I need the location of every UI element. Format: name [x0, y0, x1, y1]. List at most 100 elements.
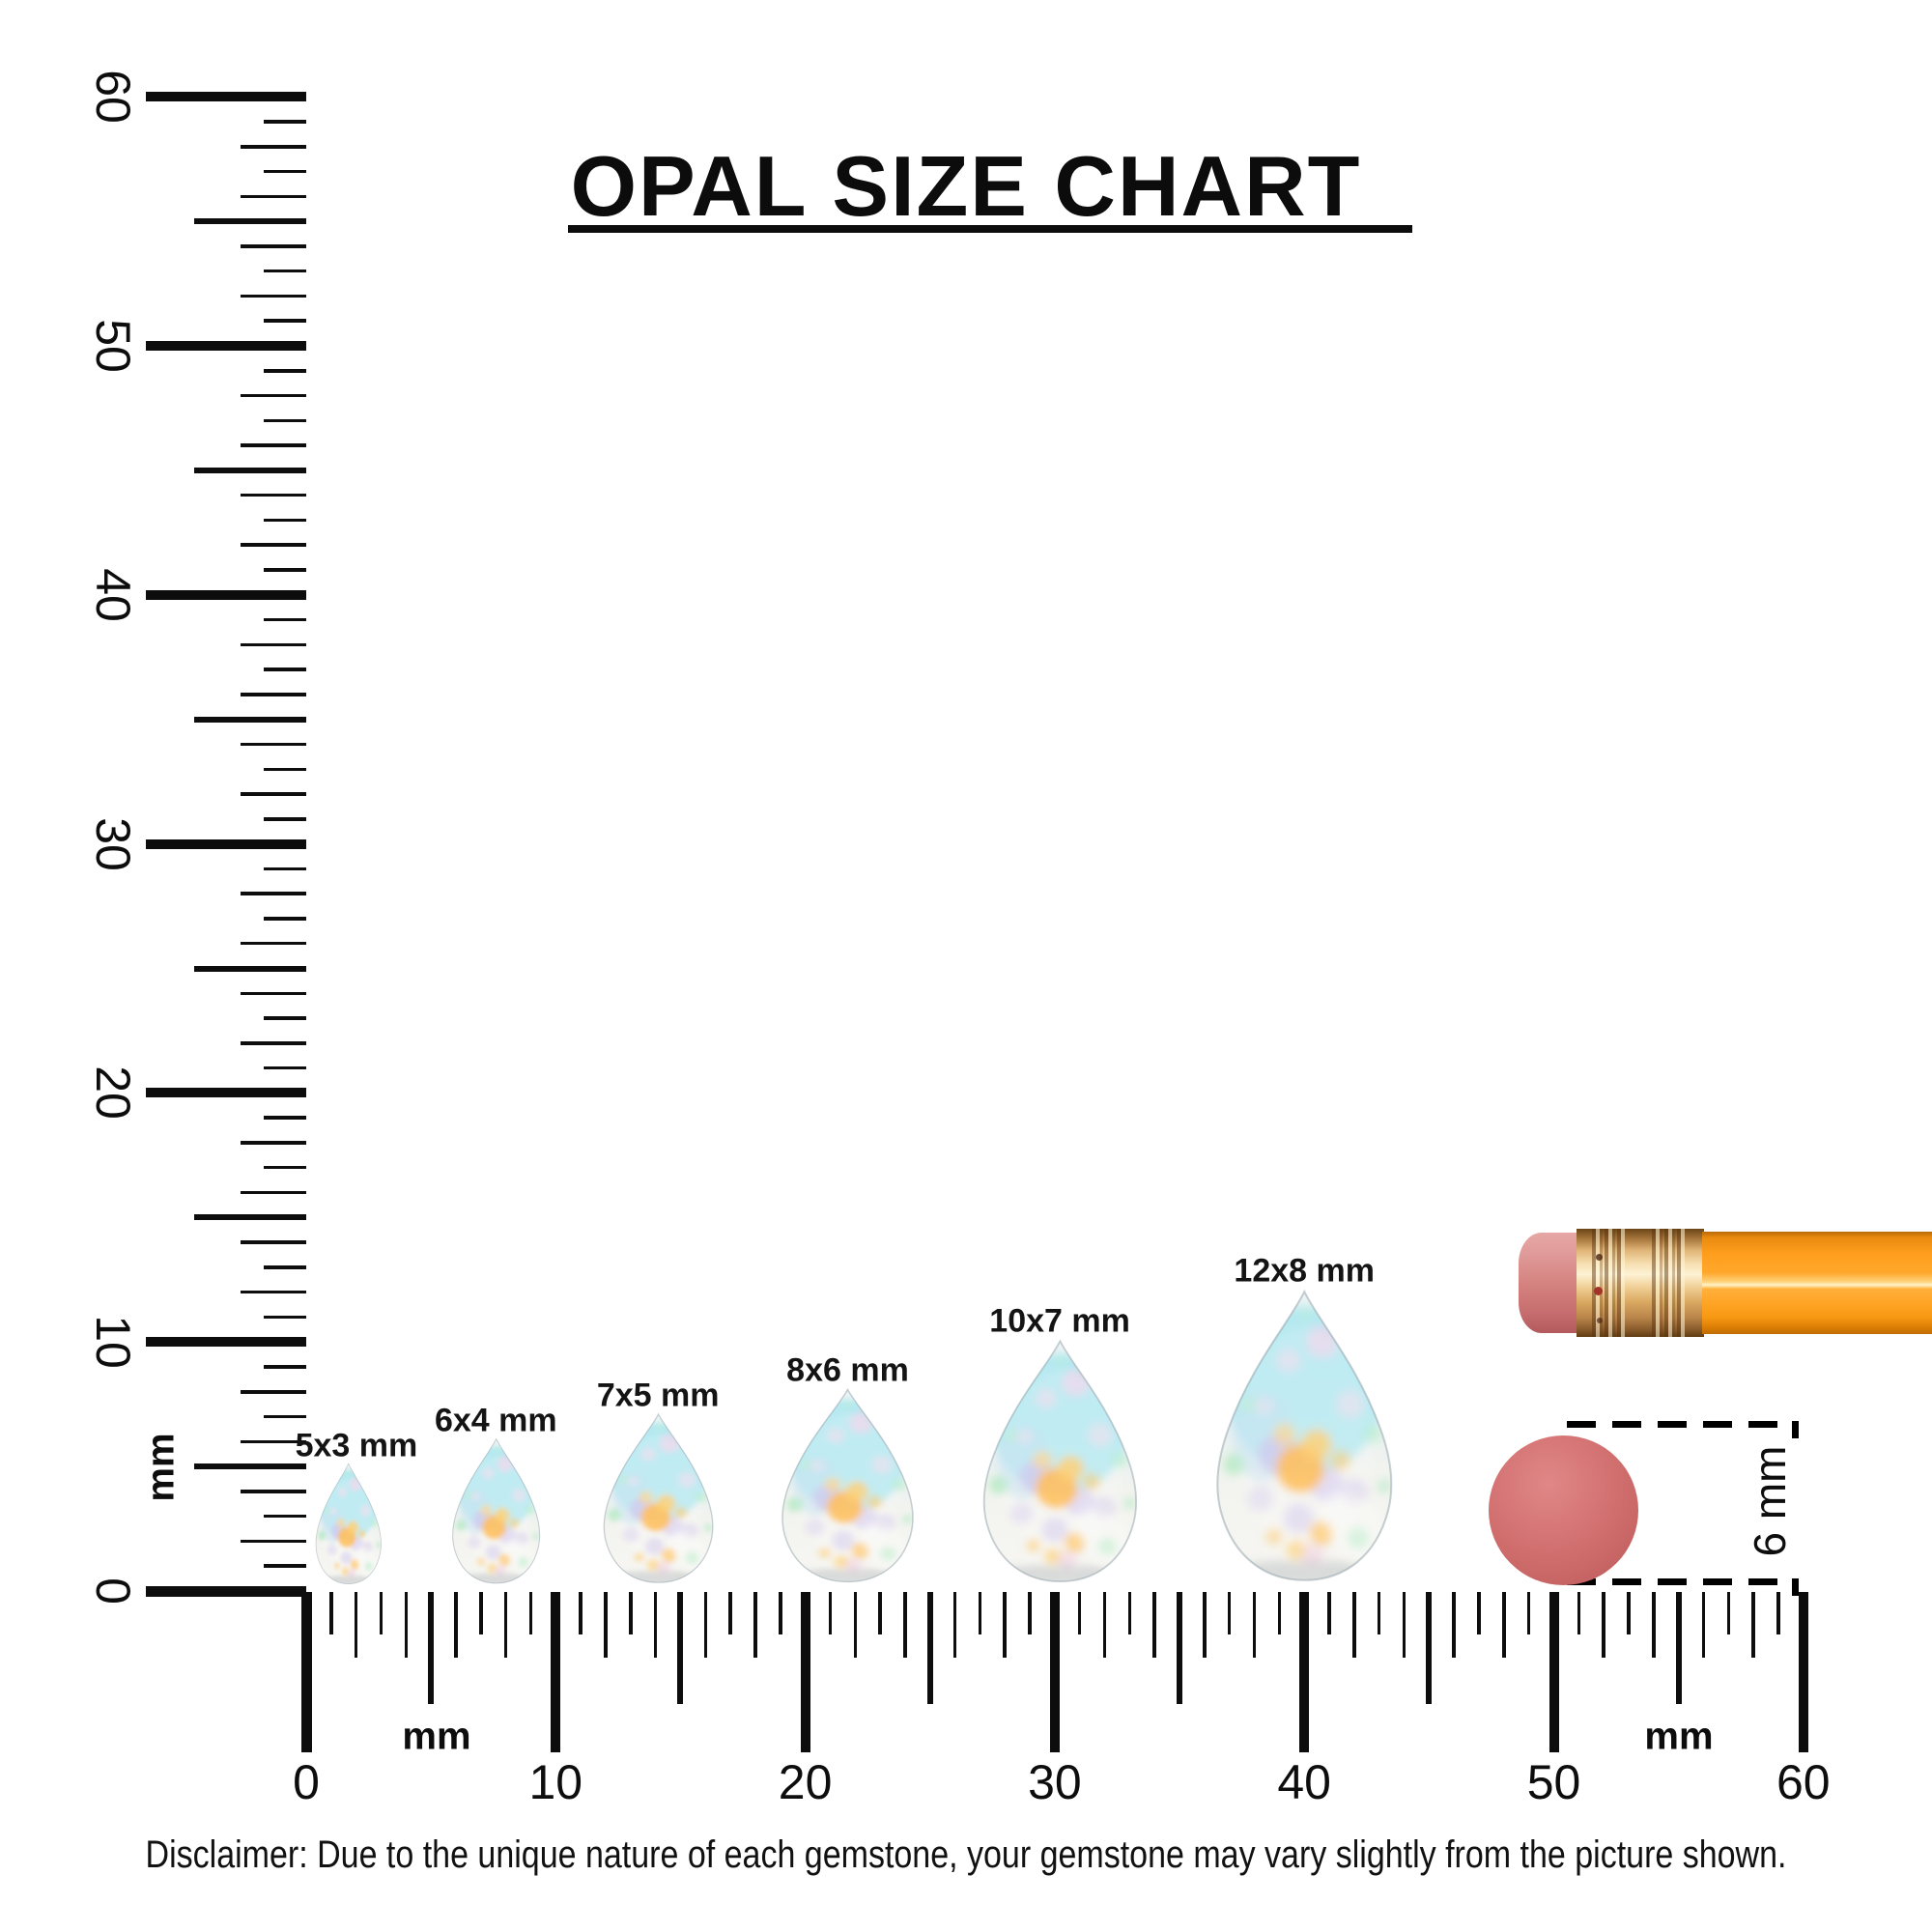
ruler-tick [264, 1564, 306, 1568]
callout-dash-top-end [1792, 1421, 1799, 1438]
ruler-tick [146, 1088, 306, 1098]
ruler-tick [503, 1592, 508, 1658]
ruler-number: 0 [293, 1755, 320, 1809]
ruler-tick [264, 169, 306, 174]
ruler-tick [264, 1116, 306, 1120]
ruler-tick [903, 1592, 907, 1658]
ruler-tick [1152, 1592, 1156, 1658]
ruler-tick [853, 1592, 857, 1658]
gem-size-label: 12x8 mm [1234, 1252, 1375, 1290]
ruler-tick [528, 1592, 533, 1634]
ruler-tick [1701, 1592, 1706, 1658]
callout-dash-top [1567, 1421, 1799, 1428]
ruler-tick [1377, 1592, 1381, 1634]
ruler-number: 40 [86, 567, 140, 622]
ruler-tick [241, 493, 306, 497]
ruler-tick [978, 1592, 982, 1634]
ruler-tick [241, 393, 306, 398]
ruler-number: 0 [86, 1577, 140, 1605]
ruler-tick [264, 1265, 306, 1269]
ruler-number: 50 [1526, 1755, 1581, 1809]
ruler-tick [1798, 1592, 1808, 1752]
ruler-tick [194, 1463, 306, 1470]
ruler-tick [241, 792, 306, 796]
ruler-tick [146, 341, 306, 351]
ruler-tick [454, 1592, 458, 1658]
ruler-tick [428, 1592, 435, 1704]
ruler-tick [264, 917, 306, 921]
ruler-tick [194, 467, 306, 473]
ruler-number: 20 [778, 1755, 833, 1809]
callout-dash-bottom [1567, 1578, 1799, 1585]
ruler-tick [1049, 1592, 1060, 1752]
ruler-tick [241, 642, 306, 647]
ruler-tick [241, 294, 306, 298]
ferrule-crimp [1650, 1229, 1685, 1337]
horizontal-ruler-unit-label-right: mm [1644, 1715, 1714, 1758]
ruler-tick [1548, 1592, 1559, 1752]
ruler-tick [926, 1592, 933, 1704]
ruler-tick [1402, 1592, 1406, 1658]
ruler-tick [300, 1592, 312, 1752]
ruler-tick [146, 1585, 306, 1597]
ruler-tick [264, 369, 306, 373]
ruler-tick [354, 1592, 358, 1658]
ruler-tick [1652, 1592, 1656, 1658]
ruler-tick [1252, 1592, 1257, 1658]
gem-size-label: 6x4 mm [434, 1402, 557, 1439]
pencil-ferrule [1577, 1229, 1704, 1337]
ruler-tick [952, 1592, 957, 1658]
ruler-tick [264, 319, 306, 323]
opal-gem-shape [1205, 1287, 1405, 1586]
ruler-tick [241, 244, 306, 248]
ruler-tick [241, 1190, 306, 1195]
ruler-number: 50 [86, 319, 140, 373]
opal-gem-12x8mm [1205, 1287, 1405, 1586]
ruler-tick [604, 1592, 608, 1658]
gem-size-label: 8x6 mm [786, 1351, 909, 1389]
gem-size-label: 5x3 mm [295, 1427, 418, 1464]
title-underline [568, 225, 1412, 233]
ruler-tick [1675, 1592, 1682, 1704]
ruler-tick [1299, 1592, 1310, 1752]
ruler-tick [194, 1214, 306, 1221]
ruler-tick [629, 1592, 633, 1634]
ruler-tick [146, 92, 306, 102]
ruler-tick [241, 742, 306, 747]
ruler-tick [753, 1592, 757, 1658]
ruler-tick [264, 867, 306, 871]
ruler-tick [241, 1539, 306, 1544]
opal-gem-shape [773, 1386, 923, 1586]
ruler-tick [1627, 1592, 1631, 1634]
ruler-tick [579, 1592, 582, 1634]
ruler-tick [264, 518, 306, 523]
ruler-tick [194, 218, 306, 225]
ruler-tick [264, 617, 306, 622]
ruler-tick [241, 1290, 306, 1294]
opal-gem-shape [311, 1462, 385, 1586]
ruler-tick [194, 716, 306, 723]
ferrule-dot [1597, 1318, 1603, 1323]
ferrule-dot [1594, 1287, 1603, 1295]
ruler-tick [1102, 1592, 1107, 1658]
ruler-tick [1028, 1592, 1032, 1634]
ruler-tick [241, 1490, 306, 1493]
ruler-tick [264, 1514, 306, 1519]
ruler-tick [194, 965, 306, 972]
ruler-tick [379, 1592, 384, 1634]
opal-gem-shape [596, 1411, 721, 1586]
ruler-tick [1776, 1592, 1780, 1634]
opal-gem-5x3mm [311, 1462, 385, 1586]
pencil-eraser [1519, 1233, 1582, 1333]
gem-size-label: 7x5 mm [596, 1377, 720, 1414]
ruler-tick [677, 1592, 684, 1704]
ruler-tick [241, 543, 306, 547]
ruler-tick [551, 1592, 561, 1752]
ruler-tick [241, 892, 306, 895]
ruler-tick [329, 1592, 333, 1634]
opal-gem-10x7mm [973, 1337, 1148, 1586]
ruler-tick [241, 1041, 306, 1045]
vertical-ruler-unit-label: mm [139, 1433, 183, 1502]
ruler-tick [264, 1065, 306, 1070]
ruler-tick [479, 1592, 483, 1634]
